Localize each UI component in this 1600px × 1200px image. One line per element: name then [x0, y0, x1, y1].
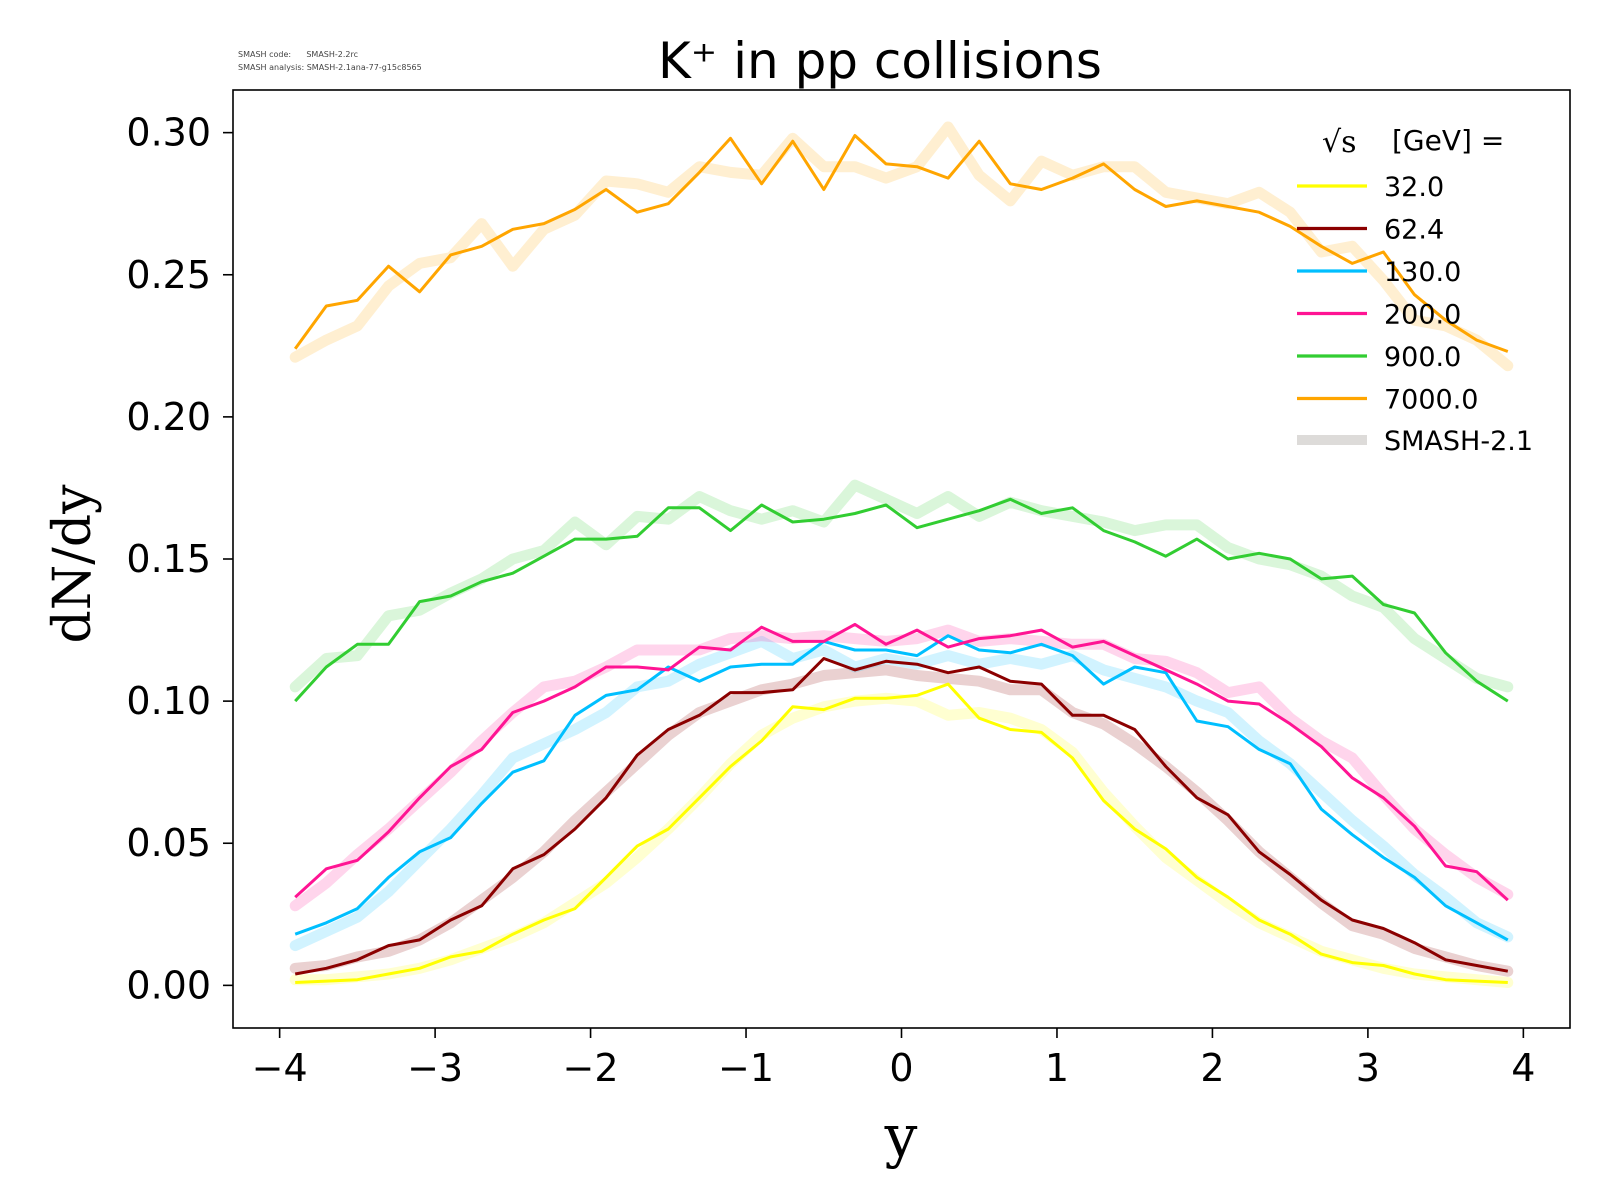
x-tick-label: 3 [1356, 1046, 1380, 1090]
legend-label-62-4: 62.4 [1384, 215, 1444, 246]
x-tick-label: 4 [1511, 1046, 1535, 1090]
legend-title-unit: [GeV] = [1392, 124, 1504, 157]
x-tick-label: 0 [889, 1046, 913, 1090]
reference-line-7000-0 [289, 121, 1514, 372]
legend-reference-label: SMASH-2.1 [1384, 426, 1533, 457]
y-tick-label: 0.10 [126, 679, 211, 723]
legend-label-7000-0: 7000.0 [1384, 385, 1478, 416]
version-stamp-line-2: SMASH analysis: SMASH-2.1ana-77-g15c8565 [238, 63, 422, 72]
legend-label-900-0: 900.0 [1384, 342, 1461, 373]
y-axis-label: dN/dy [43, 484, 103, 644]
x-tick-label: 1 [1045, 1046, 1069, 1090]
series-line-7000-0 [293, 134, 1509, 353]
x-axis: −4 −3 −2 −1 0 1 2 3 4 [252, 1028, 1535, 1090]
plot-area [289, 121, 1514, 988]
series-line-130-0 [294, 634, 1509, 942]
legend-label-32-0: 32.0 [1384, 172, 1444, 203]
x-axis-label: y [884, 1102, 918, 1170]
x-tick-label: −4 [252, 1046, 308, 1090]
x-tick-label: −3 [407, 1046, 463, 1090]
chart-title: K⁺ in pp collisions [658, 32, 1102, 90]
y-tick-label: 0.00 [126, 963, 211, 1007]
series-lines [293, 134, 1509, 984]
y-tick-label: 0.30 [126, 111, 211, 155]
series-line-900-0 [294, 497, 1509, 703]
y-tick-label: 0.05 [126, 821, 211, 865]
legend-label-130-0: 130.0 [1384, 257, 1461, 288]
legend: √s [GeV] = 32.0 62.4 130.0 200.0 900.0 7000.0… [1297, 124, 1533, 457]
y-tick-label: 0.25 [126, 253, 211, 297]
legend-title-sqrt-s: √s [1322, 125, 1357, 160]
legend-label-200-0: 200.0 [1384, 300, 1461, 331]
series-line-200-0 [294, 622, 1509, 902]
x-tick-label: −2 [563, 1046, 619, 1090]
y-axis: 0.00 0.05 0.10 0.15 0.20 0.25 0.30 [126, 111, 233, 1007]
x-tick-label: −1 [718, 1046, 774, 1090]
y-tick-label: 0.20 [126, 395, 211, 439]
series-line-62-4 [294, 657, 1509, 976]
legend-entries: 32.0 62.4 130.0 200.0 900.0 7000.0 [1297, 172, 1478, 416]
series-line-32-0 [295, 682, 1508, 984]
x-tick-label: 2 [1200, 1046, 1224, 1090]
reference-line-200-0 [289, 624, 1514, 912]
version-stamp-line-1: SMASH code: SMASH-2.2rc [238, 50, 358, 59]
y-tick-label: 0.15 [126, 537, 211, 581]
